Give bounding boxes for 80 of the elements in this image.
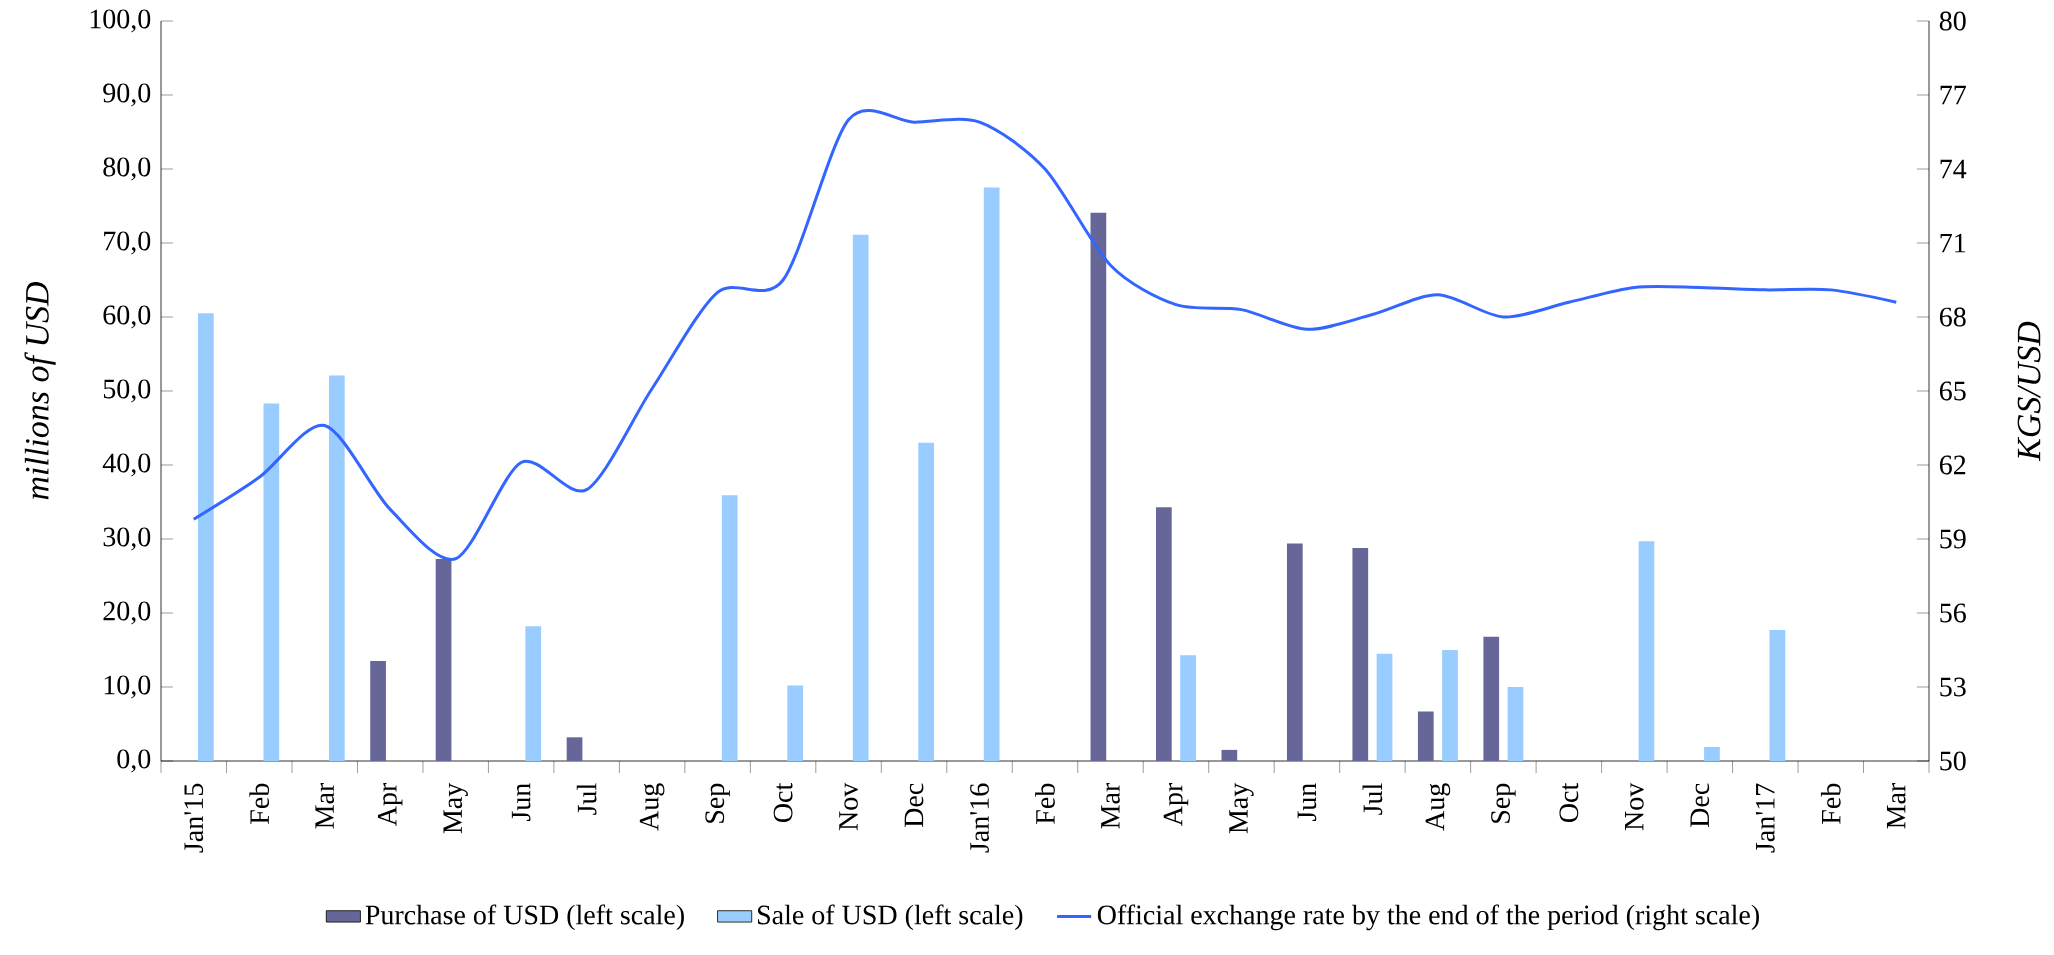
y2-tick-label: 53 xyxy=(1940,677,1966,697)
bar xyxy=(1442,650,1458,761)
y2-tick-label: 77 xyxy=(1940,85,1966,105)
y2-tick-label: 80 xyxy=(1939,11,1966,31)
y-tick-label: 10,0 xyxy=(104,675,151,699)
x-tick-label: Nov xyxy=(839,782,858,831)
x-tick-label: Mar xyxy=(1101,782,1120,829)
x-tick-label: Mar xyxy=(315,782,335,829)
bar xyxy=(983,187,1000,761)
x-tick-label: Feb xyxy=(249,783,270,824)
x-tick-label: Jan'16 xyxy=(970,783,989,853)
x-tick-label: Sep xyxy=(705,783,730,823)
x-tick-label: Feb xyxy=(1820,783,1841,824)
x-tick-label: Nov xyxy=(1625,782,1644,831)
x-tick-label: Sep xyxy=(1491,783,1516,823)
x-tick-label: Oct xyxy=(773,782,793,822)
x-tick-label: Apr xyxy=(1163,782,1189,826)
y-tick-label: 100,0 xyxy=(90,9,151,33)
bar xyxy=(1286,543,1303,761)
bar xyxy=(263,403,280,761)
y-tick-label: 90,0 xyxy=(103,83,151,107)
y-axis-title: millions of USD xyxy=(24,281,56,500)
y-tick-label: 20,0 xyxy=(103,601,151,625)
bar xyxy=(1221,749,1238,761)
y-tick-label: 40,0 xyxy=(102,453,151,477)
bar xyxy=(1704,746,1720,761)
bar xyxy=(525,626,542,761)
bar xyxy=(852,234,869,761)
x-tick-label: Dec xyxy=(904,783,924,827)
y2-tick-label: 68 xyxy=(1939,307,1966,327)
bar xyxy=(918,442,935,761)
legend-label: Official exchange rate by the end of the period (right scale) xyxy=(1097,904,1759,931)
x-tick-label: Aug xyxy=(639,783,665,831)
bar xyxy=(1638,541,1655,761)
x-tick-label: Jul xyxy=(1362,783,1383,815)
bar xyxy=(1507,687,1524,761)
y-tick-label: 0,0 xyxy=(117,749,151,773)
y-tick-label: 80,0 xyxy=(103,157,151,181)
y-tick-label: 70,0 xyxy=(104,231,151,255)
legend-label: Purchase of USD (left scale) xyxy=(365,904,684,931)
y2-tick-label: 74 xyxy=(1940,159,1967,179)
bar xyxy=(787,685,804,761)
legend-label: Sale of USD (left scale) xyxy=(757,904,1023,931)
x-tick-label: Jan'15 xyxy=(184,783,204,853)
y-tick-label: 30,0 xyxy=(103,527,151,551)
bar xyxy=(1483,636,1500,761)
x-tick-label: Apr xyxy=(377,782,403,826)
y2-tick-label: 65 xyxy=(1939,381,1966,401)
x-tick-label: Mar xyxy=(1886,782,1906,829)
y2-axis-title: KGS/USD xyxy=(2017,321,2041,462)
x-tick-label: May xyxy=(443,782,468,834)
bar xyxy=(198,313,214,761)
bar xyxy=(566,737,583,761)
x-tick-label: Jul xyxy=(576,783,597,815)
bar xyxy=(1376,653,1393,761)
y2-tick-label: 50 xyxy=(1940,751,1966,771)
bar xyxy=(1352,547,1369,761)
x-tick-label: Jun xyxy=(511,783,531,822)
x-tick-label: Feb xyxy=(1035,783,1055,824)
y2-tick-label: 71 xyxy=(1940,233,1966,253)
y-tick-label: 60,0 xyxy=(103,305,151,329)
bar xyxy=(1769,630,1786,761)
bar xyxy=(1180,655,1196,761)
bar xyxy=(370,661,386,761)
y-tick-label: 50,0 xyxy=(103,379,151,403)
x-tick-label: Jun xyxy=(1297,783,1317,822)
bar xyxy=(1156,507,1172,761)
y2-tick-label: 59 xyxy=(1940,529,1966,549)
x-tick-label: May xyxy=(1229,782,1254,834)
bar xyxy=(328,375,345,761)
bar xyxy=(435,558,452,761)
x-tick-label: Dec xyxy=(1690,783,1710,827)
x-tick-label: Jan'17 xyxy=(1755,783,1775,853)
y2-tick-label: 62 xyxy=(1939,455,1966,475)
bar xyxy=(1090,212,1107,761)
x-tick-label: Oct xyxy=(1559,782,1579,822)
x-tick-label: Aug xyxy=(1425,783,1451,831)
y2-tick-label: 56 xyxy=(1940,603,1966,623)
bar xyxy=(721,495,738,761)
bar xyxy=(1417,711,1434,761)
